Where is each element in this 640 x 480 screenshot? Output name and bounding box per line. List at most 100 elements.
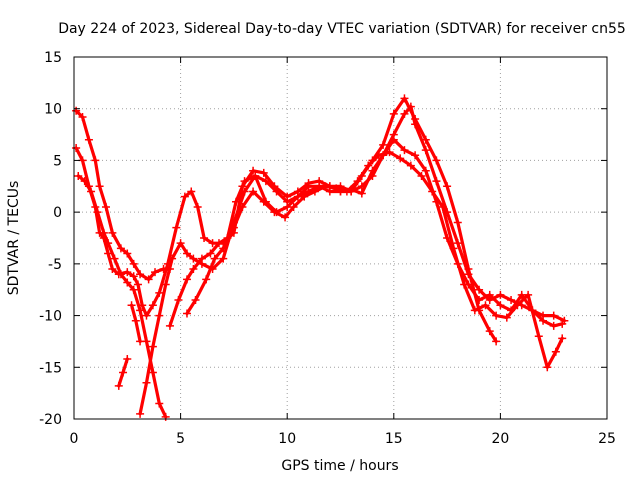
data-point-marker [136,337,145,346]
data-point-marker [385,148,394,157]
y-tick-label: 15 [44,50,62,66]
data-point-marker [148,301,157,310]
series-track-g [114,355,132,390]
data-point-marker [161,412,170,421]
y-tick-label: 10 [44,102,62,118]
data-point-marker [374,151,383,160]
data-point-marker [136,270,145,279]
data-point-marker [229,223,238,232]
data-point-marker [443,182,452,191]
data-point-marker [108,265,117,274]
data-point-marker [193,202,202,211]
data-point-marker [172,223,181,232]
data-point-marker [182,309,191,318]
data-point-marker [539,311,548,320]
data-point-marker [485,327,494,336]
data-point-marker [289,202,298,211]
x-tick-label: 20 [491,431,509,447]
series-track-d [136,102,569,418]
data-point-marker [411,151,420,160]
data-point-marker [116,270,125,279]
data-point-marker [93,208,102,217]
data-point-marker [353,177,362,186]
data-point-marker [189,265,198,274]
data-point-marker [261,177,270,186]
data-point-marker [470,306,479,315]
data-point-marker [123,278,132,287]
data-point-marker [238,202,247,211]
y-tick-label: 0 [53,205,62,221]
data-point-marker [389,130,398,139]
x-tick-label: 15 [385,431,403,447]
data-point-marker [78,112,87,121]
data-point-marker [142,311,151,320]
data-point-marker [155,311,164,320]
data-point-marker [396,154,405,163]
data-point-marker [432,177,441,186]
data-point-marker [485,296,494,305]
data-point-marker [379,140,388,149]
data-point-marker [400,109,409,118]
data-point-marker [357,189,366,198]
data-point-marker [202,275,211,284]
y-tick-label: 5 [53,153,62,169]
data-point-marker [155,288,164,297]
data-point-marker [342,187,351,196]
data-point-marker [180,192,189,201]
data-point-marker [148,368,157,377]
data-point-marker [513,301,522,310]
y-axis-label: SDTVAR / TECUs [6,181,22,296]
data-point-marker [155,399,164,408]
data-point-marker [421,166,430,175]
data-point-marker [72,144,81,153]
data-point-marker [460,280,469,289]
series-track-h [127,301,145,346]
data-point-marker [84,135,93,144]
data-point-marker [507,296,516,305]
chart-title: Day 224 of 2023, Sidereal Day-to-day VTE… [58,21,626,37]
data-point-marker [560,316,569,325]
data-point-marker [174,296,183,305]
data-point-marker [411,115,420,124]
data-point-marker [453,239,462,248]
series-track-f [182,148,567,372]
data-point-marker [310,187,319,196]
data-point-marker [421,135,430,144]
data-point-marker [357,182,366,191]
data-point-marker [116,244,125,253]
data-point-marker [191,296,200,305]
data-point-marker [259,168,268,177]
data-point-marker [543,363,552,372]
data-point-marker [95,182,104,191]
grid-layer [74,57,607,419]
series-track-c [74,171,170,421]
data-point-marker [417,171,426,180]
data-point-marker [251,171,260,180]
data-point-marker [449,244,458,253]
series-trace [138,104,567,416]
data-point-marker [332,184,341,193]
data-point-marker [151,268,160,277]
data-point-marker [272,187,281,196]
data-point-marker [91,156,100,165]
data-layer [72,94,569,421]
data-point-marker [428,187,437,196]
data-point-marker [114,381,123,390]
data-point-marker [481,301,490,310]
data-point-marker [464,265,473,274]
data-point-marker [558,334,567,343]
x-tick-label: 5 [176,431,185,447]
tick-layer: 0 5 10 15 20 25 -20 -15 -10 -5 0 5 10 15 [39,50,616,447]
y-tick-label: -20 [39,412,62,428]
data-point-marker [524,290,533,299]
x-tick-label: 0 [70,431,79,447]
data-point-marker [492,337,501,346]
data-point-marker [187,187,196,196]
data-point-marker [210,254,219,263]
data-point-marker [189,254,198,263]
y-tick-label: -15 [39,360,62,376]
data-point-marker [127,301,136,310]
data-point-marker [144,275,153,284]
data-point-marker [492,311,501,320]
